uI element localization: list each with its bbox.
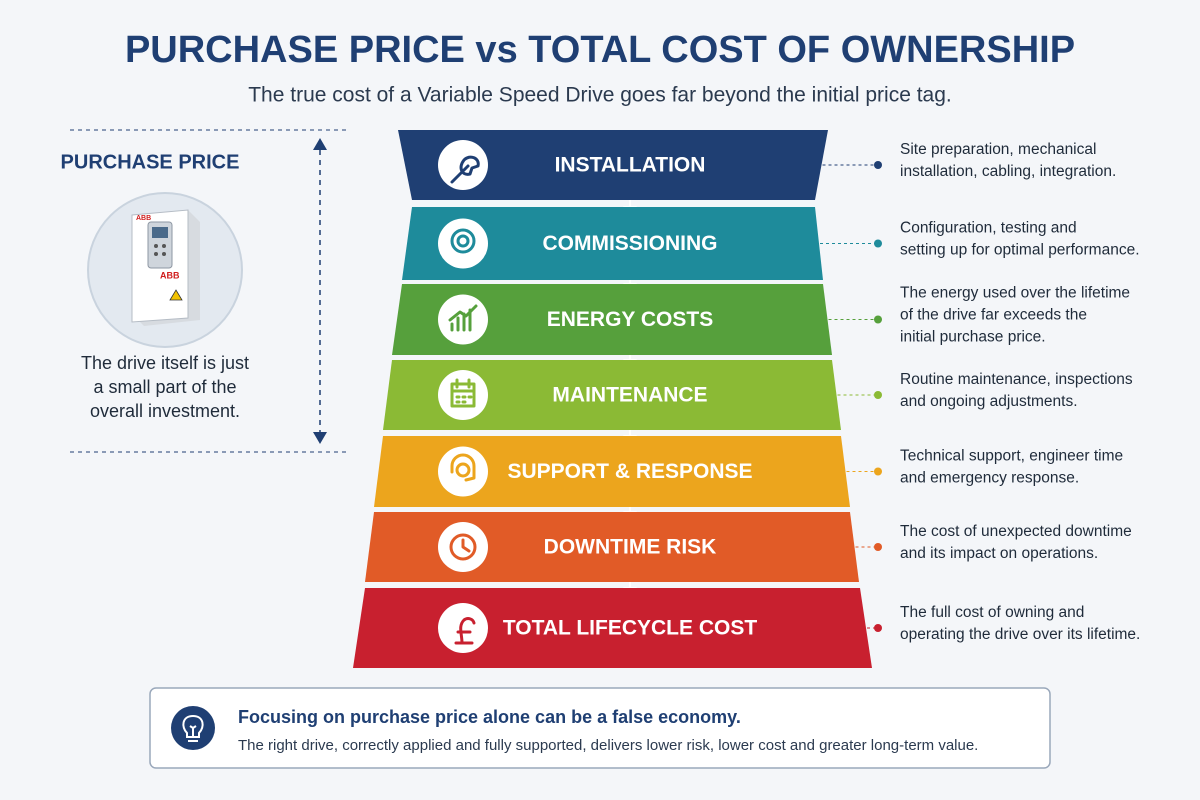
stage-label: SUPPORT & RESPONSE <box>507 460 752 483</box>
stage-label: MAINTENANCE <box>552 384 707 407</box>
stage-band <box>365 512 859 582</box>
stage-band <box>374 436 850 507</box>
stage-description: and ongoing adjustments. <box>900 393 1078 410</box>
brand-small: ABB <box>136 215 151 222</box>
stage-label: COMMISSIONING <box>542 232 717 255</box>
panel-description: a small part of the <box>93 377 236 397</box>
connector-dot <box>874 391 882 399</box>
title: PURCHASE PRICE vs TOTAL COST OF OWNERSHI… <box>125 29 1075 71</box>
callout-body: The right drive, correctly applied and f… <box>238 737 978 754</box>
stage: MAINTENANCE Routine maintenance, inspecti… <box>383 360 1133 444</box>
panel-description: The drive itself is just <box>81 353 249 373</box>
brand: ABB <box>160 270 180 280</box>
stage-band <box>392 284 832 355</box>
bulb-icon <box>182 714 204 742</box>
stage-description: operating the drive over its lifetime. <box>900 626 1140 643</box>
stage-icon <box>454 617 476 645</box>
stage-icon <box>450 378 476 408</box>
stage-description: Technical support, engineer time <box>900 448 1123 465</box>
stage-description: of the drive far exceeds the <box>900 307 1087 324</box>
stage-icon-circle <box>438 140 488 190</box>
stage: COMMISSIONING Configuration, testing and s… <box>402 207 1140 292</box>
stage-band <box>383 360 841 430</box>
stage-icon-circle <box>438 218 488 269</box>
stage: INSTALLATION Site preparation, mechanical… <box>398 130 1116 215</box>
stage-band <box>398 130 828 200</box>
stage-icon <box>450 228 476 254</box>
stage-description: setting up for optimal performance. <box>900 242 1140 259</box>
stage-description: Configuration, testing and <box>900 220 1077 237</box>
stage-description: The energy used over the lifetime <box>900 285 1130 302</box>
connector-dot <box>874 543 882 551</box>
stage-icon <box>448 304 478 332</box>
stage-label: ENERGY COSTS <box>547 308 713 331</box>
stage-label: TOTAL LIFECYCLE COST <box>503 617 758 640</box>
stage-band <box>353 588 872 668</box>
subtitle: The true cost of a Variable Speed Drive … <box>248 84 952 107</box>
stage-icon-circle <box>438 446 488 497</box>
stage: ENERGY COSTS The energy used over the lif… <box>392 284 1130 368</box>
stage-label: INSTALLATION <box>555 154 706 177</box>
stage-description: and emergency response. <box>900 470 1079 487</box>
connector-dot <box>874 315 882 324</box>
connector-dot <box>874 467 882 476</box>
stage-description: installation, cabling, integration. <box>900 163 1116 180</box>
stage-icon <box>450 453 476 482</box>
callout-box <box>149 687 1051 769</box>
connector-dot <box>874 239 882 248</box>
stage-band <box>402 207 823 280</box>
panel-title: PURCHASE PRICE <box>61 151 240 173</box>
stage-icon <box>449 533 477 561</box>
stage: DOWNTIME RISK The cost of unexpected down… <box>365 512 1132 596</box>
connector-dot <box>874 624 882 632</box>
stage-description: The full cost of owning and <box>900 604 1084 621</box>
stage-description: The cost of unexpected downtime <box>900 523 1132 540</box>
stage: SUPPORT & RESPONSE Technical support, eng… <box>374 436 1123 520</box>
stage-icon <box>450 155 480 184</box>
connector-dot <box>874 161 882 169</box>
stage: TOTAL LIFECYCLE COST The full cost of own… <box>353 588 1140 668</box>
stage-description: and its impact on operations. <box>900 545 1098 562</box>
drive-illustration: ABB ABB <box>131 209 200 326</box>
stage-icon-circle <box>438 603 488 653</box>
panel-description: overall investment. <box>90 401 240 421</box>
stage-icon-circle <box>438 370 488 420</box>
stage-description: Site preparation, mechanical <box>900 141 1096 158</box>
stage-label: DOWNTIME RISK <box>544 536 717 559</box>
callout-title: Focusing on purchase price alone can be … <box>238 707 741 727</box>
stage-description: initial purchase price. <box>900 329 1046 346</box>
stage-description: Routine maintenance, inspections <box>900 371 1133 388</box>
